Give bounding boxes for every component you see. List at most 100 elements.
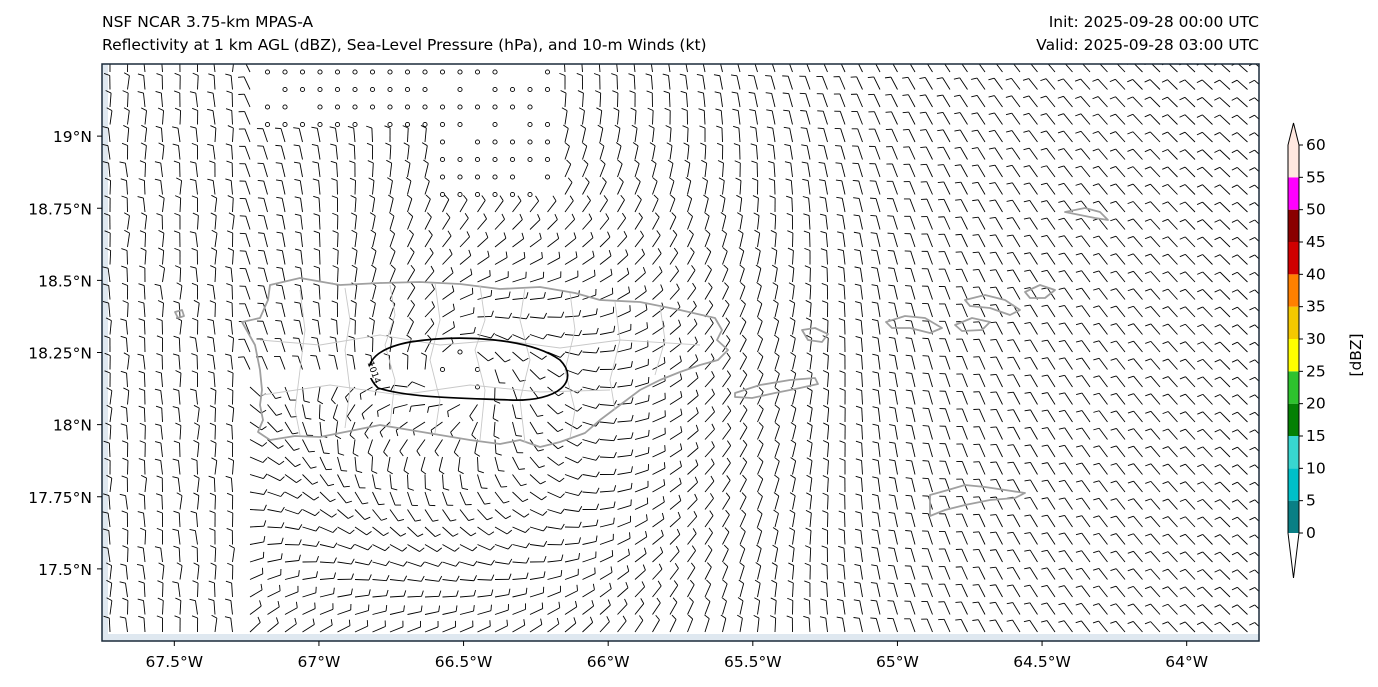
wind-barb-shaft xyxy=(652,380,666,388)
wind-barb-shaft xyxy=(772,145,776,160)
wind-barb-flag xyxy=(936,94,943,97)
wind-barb-shaft xyxy=(977,147,986,160)
wind-barb-shaft xyxy=(861,478,863,493)
wind-barb-flag xyxy=(770,212,776,216)
wind-barb-shaft xyxy=(1081,410,1091,423)
wind-barb-flag xyxy=(1231,184,1238,188)
wind-barb-flag xyxy=(575,600,578,607)
wind-barb-shaft xyxy=(143,64,146,73)
wind-barb-shaft xyxy=(162,233,165,248)
wind-barb-flag xyxy=(706,579,712,585)
wind-barb-shaft xyxy=(774,285,779,300)
wind-barb-shaft xyxy=(1099,64,1108,73)
wind-barb-flag xyxy=(313,265,320,269)
wind-barb-shaft xyxy=(652,433,666,440)
wind-barb-shaft xyxy=(1219,411,1231,423)
wind-barb-shaft xyxy=(1254,534,1259,540)
wind-barb-shaft xyxy=(1028,147,1038,160)
wind-barb-shaft xyxy=(722,480,731,493)
wind-barb-shaft xyxy=(407,180,412,195)
wind-barb-flag xyxy=(888,511,895,514)
wind-barb-shaft xyxy=(547,591,561,598)
wind-barb-flag xyxy=(390,385,395,391)
wind-barb-flag xyxy=(138,178,145,181)
wind-barb-shaft xyxy=(197,303,200,318)
wind-barb-flag xyxy=(123,107,130,112)
wind-barb-shaft xyxy=(438,456,443,471)
wind-barb-flag xyxy=(280,553,283,560)
wind-barb-flag xyxy=(758,474,764,480)
wind-barb-shaft xyxy=(529,608,543,615)
wind-barb-flag xyxy=(757,317,763,322)
wind-barb-flag xyxy=(1058,322,1065,325)
wind-barb-flag xyxy=(453,451,459,457)
wind-barb-flag xyxy=(445,212,451,218)
wind-barb-flag xyxy=(1249,516,1256,521)
wind-barb-shaft xyxy=(1254,254,1259,260)
wind-barb-flag xyxy=(609,582,612,589)
wind-barb-shaft xyxy=(212,285,216,300)
wind-barb-flag xyxy=(491,310,494,317)
wind-barb-shaft xyxy=(1012,374,1021,388)
wind-barb-shaft xyxy=(420,456,426,471)
wind-barb-flag xyxy=(853,231,860,234)
wind-barb-flag xyxy=(383,353,390,356)
wind-barb-flag xyxy=(172,528,179,532)
wind-barb-shaft xyxy=(687,216,693,230)
wind-barb-shaft xyxy=(774,443,780,458)
wind-barb-flag xyxy=(543,312,548,319)
wind-barb-shaft xyxy=(564,474,579,480)
wind-barb-flag xyxy=(1162,149,1168,153)
wind-barb-shaft xyxy=(1167,236,1178,248)
wind-barb-flag xyxy=(369,194,375,199)
wind-barb-flag xyxy=(601,177,607,183)
wind-barb-flag xyxy=(902,94,909,96)
wind-barb-shaft xyxy=(806,64,811,73)
wind-barb-shaft xyxy=(1219,167,1231,178)
wind-barb-flag xyxy=(708,300,714,306)
wind-barb-shaft xyxy=(911,408,916,423)
wind-barb-shaft xyxy=(944,513,951,528)
wind-barb-flag xyxy=(1179,463,1186,467)
wind-barb-shaft xyxy=(1219,341,1231,353)
wind-barb-flag xyxy=(1249,114,1255,119)
wind-barb-shaft xyxy=(195,600,198,615)
wind-barb-flag xyxy=(677,511,681,518)
wind-barb-flag xyxy=(348,335,355,339)
wind-barb-shaft xyxy=(792,425,797,440)
wind-barb-flag xyxy=(492,417,499,422)
wind-barb-flag xyxy=(803,230,810,234)
wind-barb-shaft xyxy=(127,128,130,143)
wind-barb-flag xyxy=(462,487,469,491)
wind-barb-shaft xyxy=(494,561,509,565)
wind-barb-flag xyxy=(404,159,411,164)
wind-barb-flag xyxy=(1110,498,1117,501)
wind-barb-flag xyxy=(1075,515,1082,518)
wind-barb-shaft xyxy=(634,290,647,300)
wind-barb-flag xyxy=(836,616,843,619)
wind-barb-flag xyxy=(753,614,760,619)
wind-barb-flag xyxy=(1249,534,1256,538)
wind-barb-flag xyxy=(121,282,128,286)
wind-barb-shaft xyxy=(806,128,811,143)
wind-barb-shaft xyxy=(1063,148,1073,160)
wind-barb-flag xyxy=(988,112,995,115)
wind-barb-shaft xyxy=(389,338,393,353)
wind-barb-shaft xyxy=(926,198,933,213)
wind-barb-shaft xyxy=(792,443,797,458)
wind-barb-flag xyxy=(1162,183,1169,188)
wind-barb-shaft xyxy=(977,164,986,178)
wind-barb-shaft xyxy=(1081,340,1091,353)
wind-barb-shaft xyxy=(599,92,602,108)
wind-barb-flag xyxy=(576,72,583,76)
wind-barb-shaft xyxy=(442,235,452,248)
wind-barb-flag xyxy=(1196,166,1203,171)
wind-barb-flag xyxy=(805,510,812,514)
wind-barb-flag xyxy=(677,301,681,308)
wind-barb-flag xyxy=(758,369,764,375)
wind-barb-shaft xyxy=(230,320,233,335)
wind-barb-shaft xyxy=(214,267,217,283)
wind-barb-flag xyxy=(902,111,909,114)
wind-barb-shaft xyxy=(547,456,559,466)
wind-barb-flag xyxy=(613,107,620,111)
